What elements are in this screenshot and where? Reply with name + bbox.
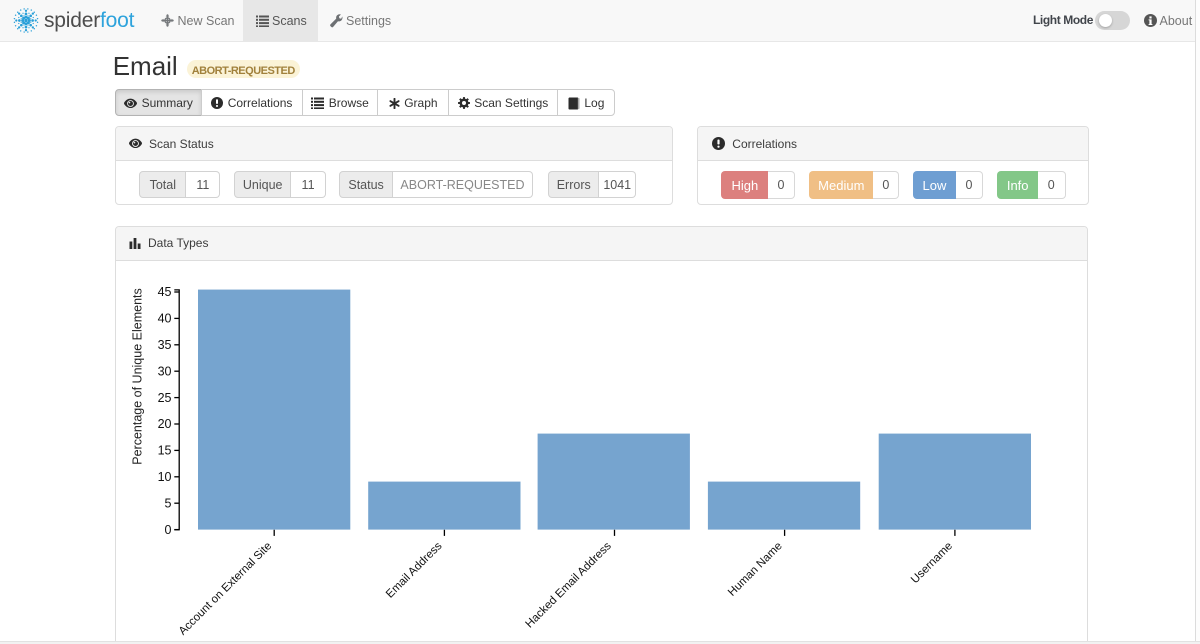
svg-text:30: 30 bbox=[158, 364, 172, 378]
svg-text:10: 10 bbox=[158, 470, 172, 484]
svg-text:0: 0 bbox=[165, 523, 172, 537]
svg-text:Username: Username bbox=[909, 540, 955, 586]
svg-text:15: 15 bbox=[158, 444, 172, 458]
svg-text:35: 35 bbox=[158, 338, 172, 352]
svg-text:Account on External Site: Account on External Site bbox=[177, 540, 275, 638]
svg-text:Email Address: Email Address bbox=[384, 540, 445, 601]
svg-text:5: 5 bbox=[165, 496, 172, 510]
svg-text:Percentage of Unique Elements: Percentage of Unique Elements bbox=[131, 288, 145, 465]
svg-text:Hacked Email Address: Hacked Email Address bbox=[524, 540, 614, 630]
svg-text:Human Name: Human Name bbox=[726, 540, 785, 599]
svg-text:20: 20 bbox=[158, 417, 172, 431]
svg-text:45: 45 bbox=[158, 285, 172, 299]
svg-text:40: 40 bbox=[158, 312, 172, 326]
svg-text:25: 25 bbox=[158, 391, 172, 405]
